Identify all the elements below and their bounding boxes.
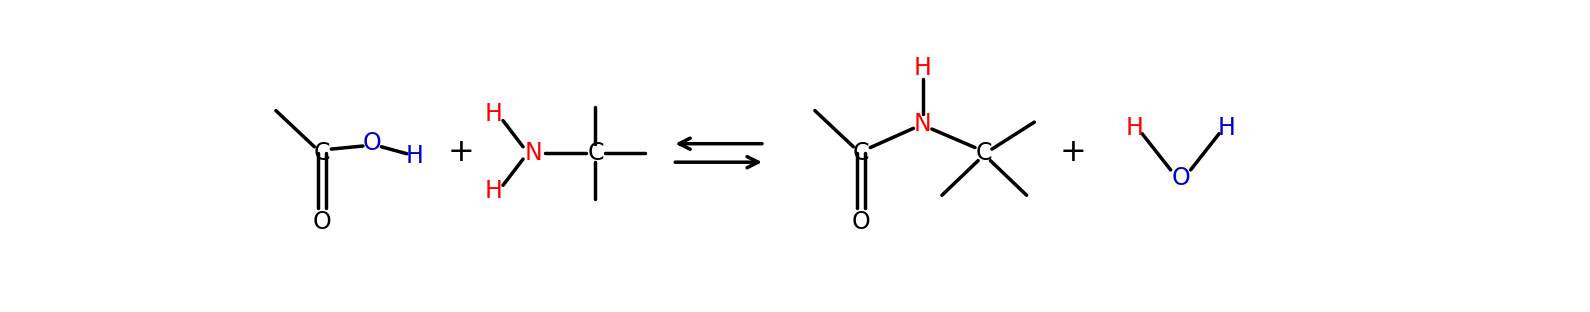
- Text: O: O: [1172, 166, 1189, 190]
- Text: C: C: [313, 141, 331, 165]
- Text: O: O: [852, 210, 870, 234]
- Text: H: H: [1126, 115, 1143, 139]
- Text: N: N: [525, 141, 542, 165]
- Text: +: +: [447, 138, 474, 168]
- Text: C: C: [587, 141, 604, 165]
- Text: +: +: [1059, 138, 1086, 168]
- Text: H: H: [485, 179, 502, 203]
- Text: H: H: [1218, 115, 1235, 139]
- Text: H: H: [405, 144, 423, 168]
- Text: O: O: [313, 210, 331, 234]
- Text: C: C: [976, 141, 992, 165]
- Text: O: O: [363, 131, 382, 155]
- Text: H: H: [914, 56, 932, 80]
- Text: N: N: [914, 112, 932, 136]
- Text: H: H: [485, 102, 502, 126]
- Text: C: C: [852, 141, 870, 165]
